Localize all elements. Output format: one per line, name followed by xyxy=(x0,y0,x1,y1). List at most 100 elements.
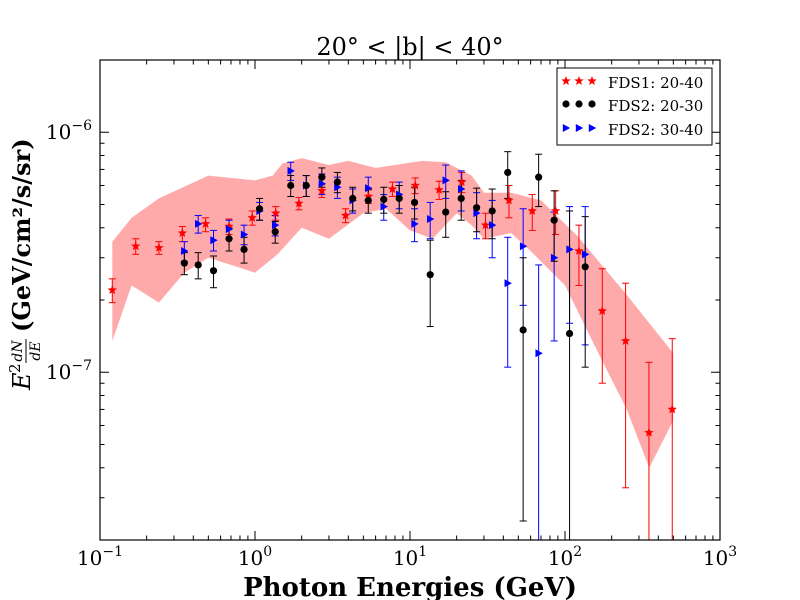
data-point-fds1-20-40 xyxy=(457,177,467,187)
data-point-fds2-20-30 xyxy=(565,329,574,338)
data-point-fds2-20-30 xyxy=(333,178,341,186)
data-point-fds1-20-40 xyxy=(620,335,631,346)
data-point-fds2-20-30 xyxy=(550,216,558,224)
data-point-fds1-20-40 xyxy=(177,228,188,238)
legend-box xyxy=(556,67,713,146)
y-tick-label: 10−6 xyxy=(46,118,92,144)
data-point-fds1-20-40 xyxy=(504,195,514,205)
y-axis-label-e: E xyxy=(8,372,36,391)
data-point-fds2-20-30 xyxy=(225,235,233,243)
data-point-fds1-20-40 xyxy=(527,205,538,216)
data-point-fds2-20-30 xyxy=(364,196,372,205)
legend-marker-fds1-20-40 xyxy=(574,75,584,86)
data-point-fds1-20-40 xyxy=(667,404,678,414)
chart-title: 20° < |b| < 40° xyxy=(316,33,503,62)
data-point-fds2-30-40 xyxy=(504,279,512,288)
data-point-fds2-20-30 xyxy=(194,261,202,269)
data-point-fds2-20-30 xyxy=(240,245,248,253)
data-point-fds2-30-40 xyxy=(240,230,249,239)
x-tick-label: 10−1 xyxy=(77,544,123,570)
x-axis-label: Photon Energies (GeV) xyxy=(243,573,577,600)
data-point-fds1-20-40 xyxy=(200,218,211,229)
tick-layer xyxy=(99,59,721,541)
legend-label-fds1-20-40: FDS1: 20-40 xyxy=(608,74,703,92)
data-point-fds2-20-30 xyxy=(395,194,403,203)
data-point-fds1-20-40 xyxy=(574,245,584,256)
legend-marker-fds2-20-30 xyxy=(562,100,570,108)
data-point-fds2-20-30 xyxy=(302,181,310,190)
data-point-fds1-20-40 xyxy=(270,208,281,218)
legend-marker-fds1-20-40 xyxy=(561,75,571,86)
legend-marker-fds2-20-30 xyxy=(588,100,596,108)
y-axis-label-units: (GeV/cm²/s/sr) xyxy=(7,138,36,332)
y-axis-label-exponent: 2 xyxy=(6,363,24,373)
legend-marker-fds2-30-40 xyxy=(588,124,597,132)
x-tick-label: 100 xyxy=(238,544,272,570)
y-tick-label: 10−7 xyxy=(46,358,92,384)
data-point-fds2-30-40 xyxy=(194,219,203,228)
data-point-fds2-30-40 xyxy=(287,166,295,175)
legend-marker-fds1-20-40 xyxy=(587,75,597,86)
data-point-fds1-20-40 xyxy=(154,242,164,252)
data-point-fds2-30-40 xyxy=(458,185,466,194)
data-point-fds1-20-40 xyxy=(644,427,654,437)
data-point-fds1-20-40 xyxy=(340,210,351,220)
x-tick-label: 102 xyxy=(548,544,582,570)
uncertainty-band xyxy=(112,158,674,468)
data-point-fds2-20-30 xyxy=(349,194,357,203)
data-point-fds2-30-40 xyxy=(488,221,497,230)
data-point-fds2-20-30 xyxy=(473,204,481,212)
uncertainty-band-layer xyxy=(112,158,674,468)
data-point-fds2-20-30 xyxy=(457,194,465,203)
data-point-fds1-20-40 xyxy=(317,185,327,195)
data-point-fds1-20-40 xyxy=(247,212,258,222)
data-point-fds2-20-30 xyxy=(180,259,188,267)
legend-marker-fds2-30-40 xyxy=(575,124,584,132)
data-point-fds2-20-30 xyxy=(488,207,496,215)
data-point-fds1-20-40 xyxy=(387,183,398,194)
data-point-fds2-20-30 xyxy=(209,267,218,275)
x-tick-label: 101 xyxy=(393,544,427,570)
data-point-fds2-20-30 xyxy=(410,198,419,207)
data-point-fds2-20-30 xyxy=(519,326,527,334)
data-point-fds2-30-40 xyxy=(582,250,590,259)
data-point-fds1-20-40 xyxy=(107,285,118,295)
data-point-fds2-30-40 xyxy=(473,209,481,218)
legend-marker-fds2-20-30 xyxy=(575,100,583,108)
data-point-fds2-30-40 xyxy=(210,236,218,245)
x-tick-label: 103 xyxy=(703,544,737,570)
data-point-fds2-20-30 xyxy=(426,271,434,279)
data-point-fds1-20-40 xyxy=(480,220,491,230)
data-point-fds2-30-40 xyxy=(442,176,450,185)
data-point-fds2-30-40 xyxy=(566,245,574,254)
data-point-fds1-20-40 xyxy=(597,305,608,316)
legend: FDS1: 20-40 FDS2: 20-30 FDS2: 30-40 xyxy=(556,67,713,146)
marker-layer xyxy=(107,166,678,437)
y-axis-label: E 2 dN dE (GeV/cm²/s/sr) xyxy=(6,138,44,391)
legend-label-fds2-20-30: FDS2: 20-30 xyxy=(608,97,703,115)
tick-label-layer: 10−1 100 101 102 103 10−7 10−6 xyxy=(46,118,737,570)
y-axis-label-frac-den: dE xyxy=(28,341,44,360)
legend-markers xyxy=(561,75,597,132)
y-axis-label-frac-num: dN xyxy=(10,340,26,362)
data-point-fds2-30-40 xyxy=(225,225,234,234)
data-point-fds2-30-40 xyxy=(550,253,559,262)
data-point-fds2-20-30 xyxy=(442,208,450,216)
data-point-fds2-30-40 xyxy=(535,349,543,358)
data-point-fds2-20-30 xyxy=(380,195,388,204)
legend-marker-fds2-30-40 xyxy=(562,124,571,132)
data-point-fds1-20-40 xyxy=(550,205,561,216)
data-point-fds2-20-30 xyxy=(287,181,295,190)
data-point-fds2-20-30 xyxy=(318,173,326,181)
data-point-fds2-20-30 xyxy=(581,263,589,271)
data-point-fds2-30-40 xyxy=(427,215,435,224)
legend-label-fds2-30-40: FDS2: 30-40 xyxy=(608,121,703,139)
data-point-fds1-20-40 xyxy=(410,180,421,190)
data-point-fds1-20-40 xyxy=(130,241,141,251)
data-point-fds2-20-30 xyxy=(535,173,543,181)
data-point-fds2-30-40 xyxy=(380,202,388,211)
data-point-fds2-30-40 xyxy=(411,219,419,228)
data-point-fds2-20-30 xyxy=(504,168,512,177)
data-point-fds2-30-40 xyxy=(519,242,528,251)
data-point-fds2-30-40 xyxy=(318,179,327,188)
